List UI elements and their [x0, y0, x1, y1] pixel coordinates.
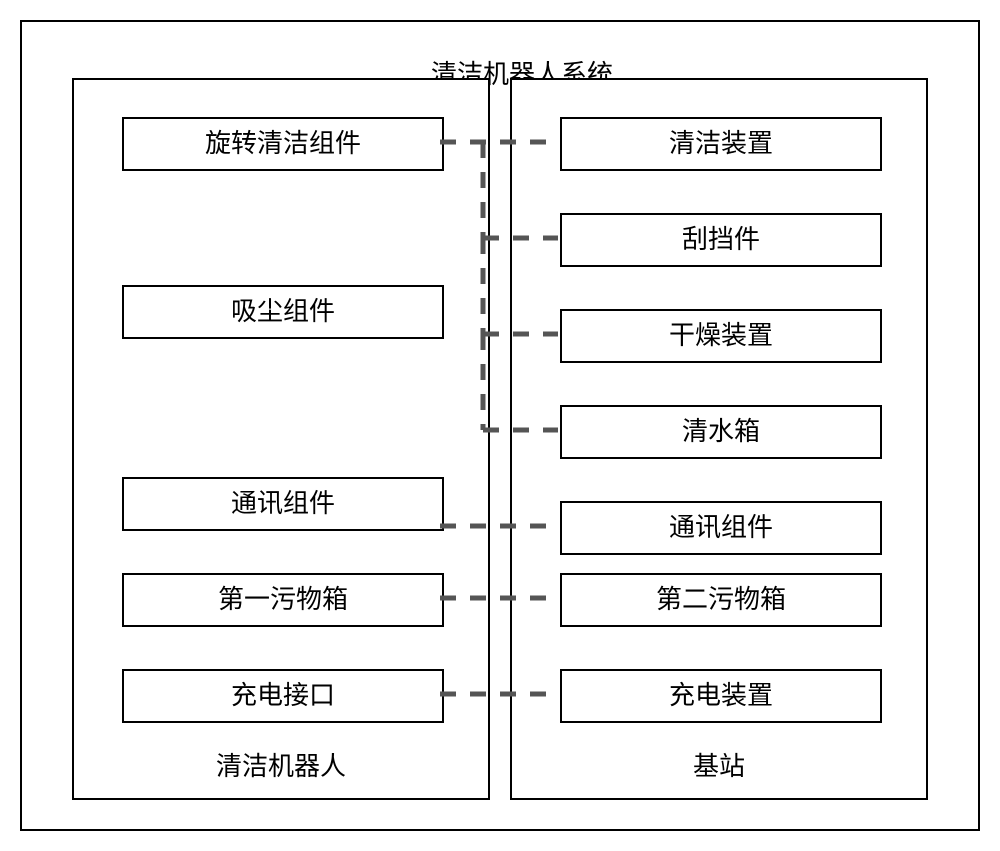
- block-dryer: 干燥装置: [560, 309, 882, 363]
- block-charger: 充电装置: [560, 669, 882, 723]
- block-clean_tank: 清水箱: [560, 405, 882, 459]
- right-column-frame: 基站 清洁装置刮挡件干燥装置清水箱通讯组件第二污物箱充电装置: [510, 78, 928, 800]
- block-rotating_clean: 旋转清洁组件: [122, 117, 444, 171]
- block-charge_port: 充电接口: [122, 669, 444, 723]
- block-scraper: 刮挡件: [560, 213, 882, 267]
- left-column-frame: 清洁机器人 旋转清洁组件吸尘组件通讯组件第一污物箱充电接口: [72, 78, 490, 800]
- block-vacuum: 吸尘组件: [122, 285, 444, 339]
- block-dirt_box_1: 第一污物箱: [122, 573, 444, 627]
- right-column-title: 基站: [512, 754, 926, 780]
- block-clean_device: 清洁装置: [560, 117, 882, 171]
- block-comm_l: 通讯组件: [122, 477, 444, 531]
- left-column-title: 清洁机器人: [74, 754, 488, 780]
- block-comm_r: 通讯组件: [560, 501, 882, 555]
- block-dirt_box_2: 第二污物箱: [560, 573, 882, 627]
